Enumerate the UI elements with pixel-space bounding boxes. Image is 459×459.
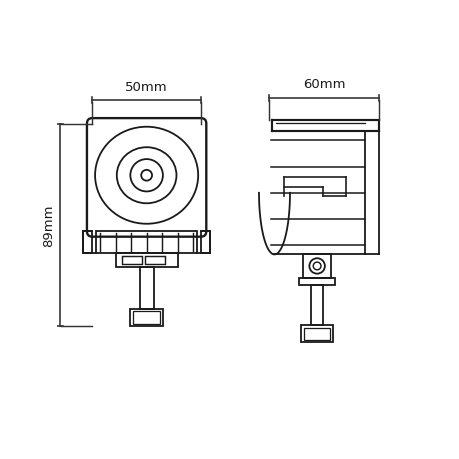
Text: 50mm: 50mm (125, 80, 168, 94)
Bar (300, 325, 333, 342)
Bar (303, 328, 330, 340)
Bar (140, 267, 153, 309)
Bar (96, 232, 196, 253)
Text: 89mm: 89mm (42, 204, 56, 246)
Bar (310, 285, 323, 325)
Bar (122, 257, 142, 264)
Bar (302, 255, 330, 278)
Bar (130, 309, 162, 326)
Text: 60mm: 60mm (302, 78, 345, 91)
Bar (145, 257, 165, 264)
Bar (115, 253, 177, 267)
Bar (299, 278, 334, 285)
Bar (201, 232, 210, 253)
Bar (133, 312, 159, 324)
Bar (83, 232, 92, 253)
